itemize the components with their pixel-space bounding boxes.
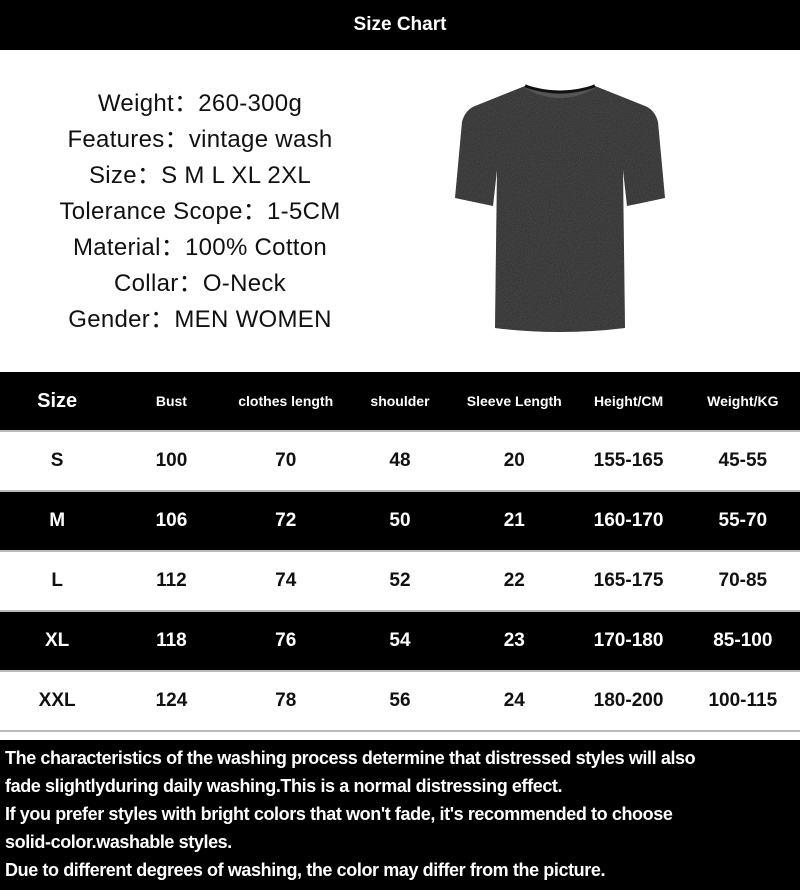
cell: 76 <box>275 630 297 651</box>
note-line: Due to different degrees of washing, the… <box>5 860 606 880</box>
cell: 20 <box>503 450 525 471</box>
cell: 165-175 <box>593 570 664 591</box>
table-row: XL 118 76 54 23 170-180 85-100 <box>0 612 800 672</box>
note-line: The characteristics of the washing proce… <box>5 748 696 768</box>
cell: 70 <box>275 450 297 471</box>
cell: 23 <box>503 630 525 651</box>
header-size: Size <box>37 389 78 412</box>
size-table: Size Bust clothes length shoulder Sleeve… <box>0 372 800 732</box>
cell: M <box>49 510 66 531</box>
tshirt-image <box>455 84 665 332</box>
note-line: solid-color.washable styles. <box>5 832 232 852</box>
header-bust: Bust <box>155 393 187 409</box>
cell: 100-115 <box>708 690 778 711</box>
spec-collar: Collar：O-Neck <box>114 270 286 297</box>
table-row: XXL 124 78 56 24 180-200 100-115 <box>0 672 800 732</box>
washing-note: The characteristics of the washing proce… <box>0 740 800 890</box>
cell: 54 <box>389 630 411 651</box>
page-title: Size Chart <box>353 14 447 35</box>
cell: L <box>51 570 63 591</box>
cell: 85-100 <box>713 630 773 651</box>
cell: 106 <box>155 510 188 531</box>
cell: 124 <box>155 690 188 711</box>
table-row: M 106 72 50 21 160-170 55-70 <box>0 492 800 552</box>
header-sleeve-length: Sleeve Length <box>466 393 562 409</box>
note-line: fade slightlyduring daily washing.This i… <box>5 776 563 796</box>
spec-list: Weight：260-300g Features：vintage wash Si… <box>20 86 380 338</box>
cell: 45-55 <box>718 450 768 471</box>
title-bar: Size Chart <box>0 0 800 50</box>
spec-tolerance: Tolerance Scope：1-5CM <box>59 198 341 225</box>
cell: 48 <box>389 450 411 471</box>
cell: 74 <box>275 570 297 591</box>
cell: 55-70 <box>718 510 768 531</box>
cell: 118 <box>156 630 187 651</box>
cell: 50 <box>389 510 411 531</box>
spec-material: Material：100% Cotton <box>72 234 328 261</box>
cell: 180-200 <box>593 690 664 711</box>
table-row: L 112 74 52 22 165-175 70-85 <box>0 552 800 612</box>
cell: 21 <box>503 510 525 531</box>
spec-weight: Weight：260-300g <box>97 90 303 117</box>
cell: 56 <box>389 690 411 711</box>
cell: 22 <box>503 570 525 591</box>
cell: 72 <box>275 510 297 531</box>
cell: XXL <box>38 690 76 711</box>
cell: 155-165 <box>593 450 664 471</box>
header-shoulder: shoulder <box>370 393 430 409</box>
cell: 160-170 <box>593 510 664 531</box>
spec-gender: Gender：MEN WOMEN <box>68 306 332 333</box>
header-height: Height/CM <box>593 393 664 409</box>
cell: 52 <box>389 570 411 591</box>
spec-features: Features：vintage wash <box>67 126 333 153</box>
header-weight: Weight/KG <box>707 393 779 409</box>
cell: XL <box>45 630 70 651</box>
cell: 112 <box>156 570 187 591</box>
note-line: If you prefer styles with bright colors … <box>5 804 673 824</box>
cell: 70-85 <box>718 570 768 591</box>
cell: 170-180 <box>593 630 664 651</box>
cell: 24 <box>503 690 525 711</box>
cell: 100 <box>155 450 188 471</box>
spec-size: Size：S M L XL 2XL <box>88 162 312 189</box>
cell: S <box>50 450 64 471</box>
table-row: S 100 70 48 20 155-165 45-55 <box>0 432 800 492</box>
table-header-row: Size Bust clothes length shoulder Sleeve… <box>0 372 800 432</box>
header-clothes-length: clothes length <box>238 393 334 409</box>
cell: 78 <box>275 690 297 711</box>
